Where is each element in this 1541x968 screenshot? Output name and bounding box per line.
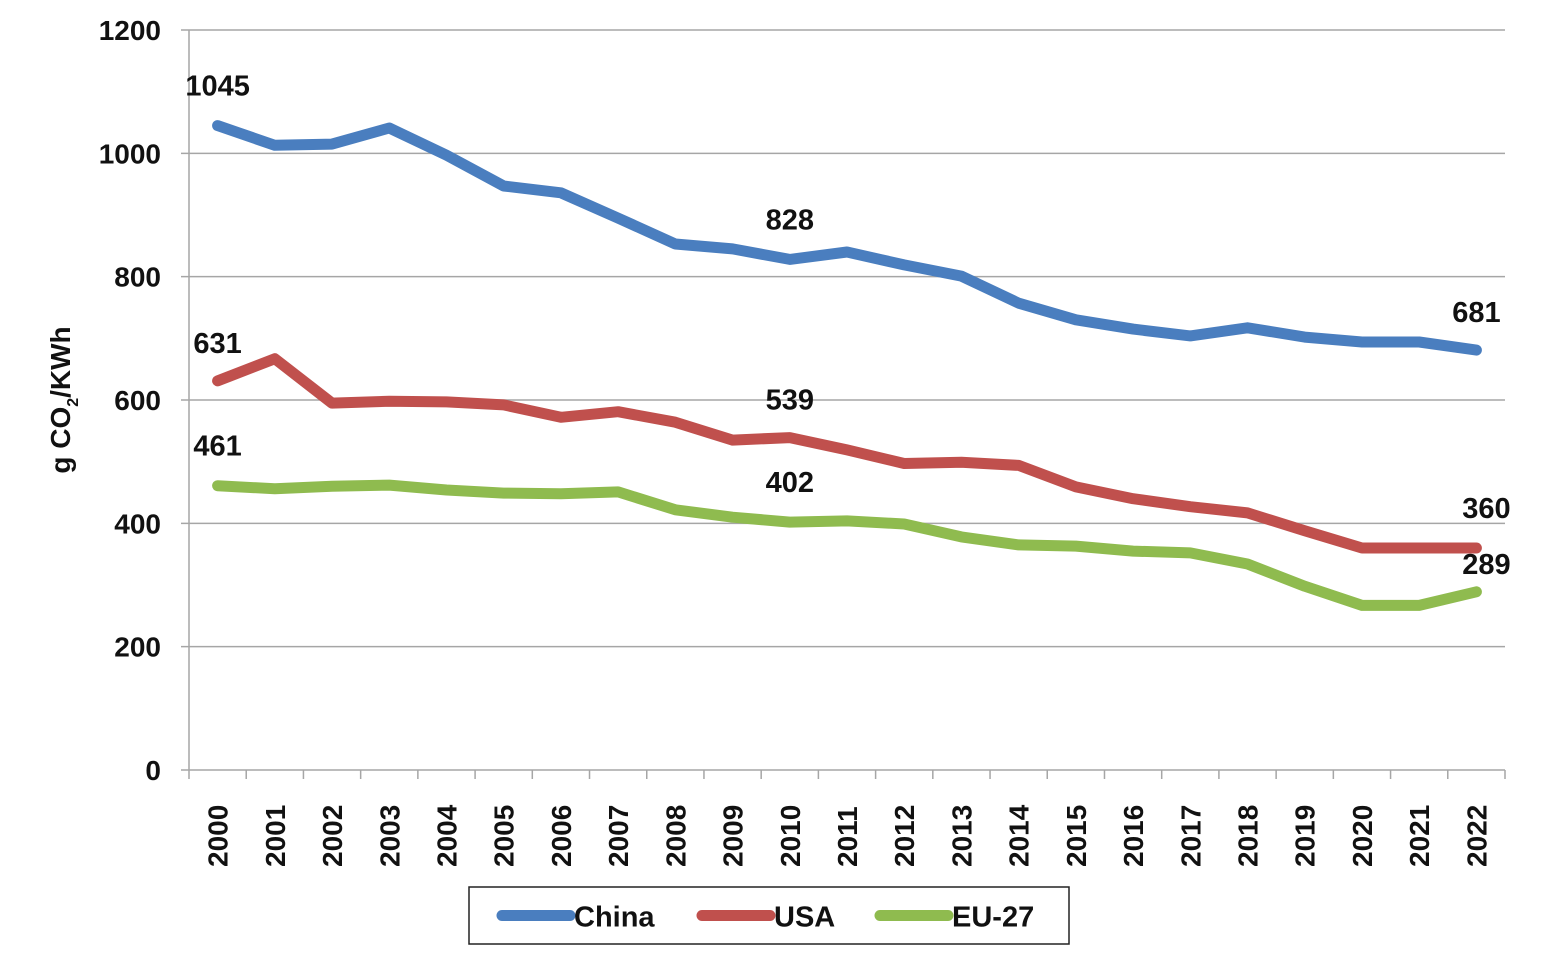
data-label: 828 xyxy=(766,204,814,236)
data-label: 461 xyxy=(193,431,241,463)
legend-label: EU-27 xyxy=(952,902,1034,934)
x-tick-label: 2006 xyxy=(546,805,577,867)
x-tick-label: 2003 xyxy=(374,805,405,867)
series-line-eu-27 xyxy=(212,479,1482,611)
y-tick-label: 1000 xyxy=(99,138,161,169)
data-label: 402 xyxy=(766,467,814,499)
x-tick-label: 2001 xyxy=(260,805,291,867)
legend-label: USA xyxy=(774,902,835,934)
x-tick-label: 2021 xyxy=(1404,805,1435,867)
data-label: 289 xyxy=(1462,549,1510,581)
x-tick-label: 2018 xyxy=(1233,805,1264,867)
series-line-usa xyxy=(212,353,1482,554)
data-label: 1045 xyxy=(185,71,250,103)
x-tick-label: 2010 xyxy=(775,805,806,867)
legend-label: China xyxy=(574,902,655,934)
y-axis-label-subscript: 2 xyxy=(65,398,82,407)
legend-item-eu-27: EU-27 xyxy=(874,902,1034,934)
x-tick-label: 2020 xyxy=(1347,805,1378,867)
y-tick-label: 1200 xyxy=(99,15,161,46)
series-lines xyxy=(212,120,1482,611)
x-tick-label: 2015 xyxy=(1061,805,1092,867)
y-tick-label: 400 xyxy=(114,508,161,539)
legend-item-usa: USA xyxy=(696,902,835,934)
x-tick-labels: 2000 2001 2002 2003 2004 2005 2006 2007 2008 2009… xyxy=(203,804,1493,867)
y-axis-label-suffix: /KWh xyxy=(45,326,76,398)
x-tick-label: 2012 xyxy=(889,805,920,867)
x-tick-label: 2002 xyxy=(317,805,348,867)
x-tick-label: 2011 xyxy=(832,806,863,867)
x-tick-label: 2004 xyxy=(431,804,462,867)
y-tick-labels: 0 200 400 600 800 1000 1200 xyxy=(99,15,161,786)
y-tick-label: 800 xyxy=(114,262,161,293)
x-tick-label: 2005 xyxy=(489,805,520,867)
y-tick-label: 200 xyxy=(114,632,161,663)
x-tick-label: 2014 xyxy=(1004,804,1035,867)
x-tick-label: 2000 xyxy=(203,805,234,867)
data-labels: 1045 828 681 631 539 360 461 402 289 xyxy=(185,71,1510,581)
data-label: 360 xyxy=(1462,493,1510,525)
legend-item-china: China xyxy=(496,902,655,934)
x-tick-label: 2017 xyxy=(1175,805,1206,867)
y-axis-label-prefix: g CO xyxy=(45,407,76,474)
y-tick-label: 0 xyxy=(145,755,161,786)
x-tick-label: 2013 xyxy=(946,805,977,867)
y-axis-label: g CO2/KWh xyxy=(45,326,82,473)
data-label: 539 xyxy=(766,385,814,417)
axes xyxy=(188,30,1506,779)
x-tick-label: 2008 xyxy=(660,805,691,867)
x-tick-label: 2007 xyxy=(603,805,634,867)
x-tick-label: 2009 xyxy=(718,805,749,867)
x-tick-label: 2016 xyxy=(1118,805,1149,867)
x-tick-label: 2022 xyxy=(1461,805,1492,867)
legend: China USA EU-27 xyxy=(468,886,1070,945)
data-label: 681 xyxy=(1452,297,1500,329)
x-tick-label: 2019 xyxy=(1290,805,1321,867)
series-line-china xyxy=(212,120,1482,356)
data-label: 631 xyxy=(193,328,241,360)
y-tick-label: 600 xyxy=(114,385,161,416)
